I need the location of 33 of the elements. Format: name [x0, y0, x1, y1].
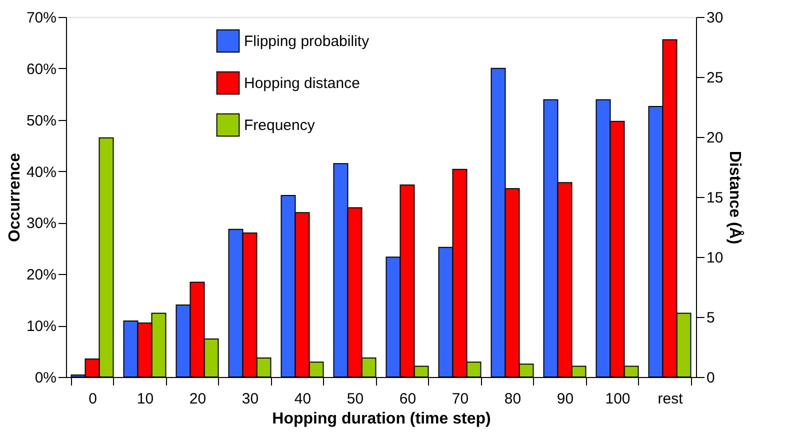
y2-tick-label: 5	[706, 310, 715, 326]
y-tick-label: 50%	[26, 112, 56, 130]
y-tick-label: 30%	[26, 215, 56, 232]
y2-tick-label: 20	[706, 130, 724, 146]
y-tick-label: 60%	[26, 60, 56, 78]
y-tick-label: 70%	[26, 10, 56, 26]
x-tick-label: 30	[242, 390, 259, 408]
x-tick-label: 100	[605, 390, 630, 408]
x-tick-label: 10	[136, 390, 154, 408]
x-tick-label: rest	[658, 390, 684, 408]
x-tick-label: 80	[504, 390, 522, 408]
y2-tick-label: 30	[706, 10, 724, 26]
x-tick-label: 20	[189, 390, 206, 408]
x-tick-label: 70	[452, 390, 469, 408]
y-tick-label: 10%	[26, 318, 56, 336]
x-tick-label: 50	[346, 390, 364, 408]
legend-label: Frequency	[244, 117, 316, 134]
x-axis-title: Hopping duration (time step)	[272, 410, 491, 428]
y-tick-label: 40%	[26, 164, 56, 181]
y2-tick-label: 10	[706, 250, 724, 266]
x-tick-label: 40	[294, 390, 312, 408]
y-axis-title: Occurrence	[6, 152, 24, 242]
x-tick-label: 90	[556, 390, 574, 408]
legend-label: Hopping distance	[244, 75, 360, 92]
y2-tick-label: 25	[706, 70, 724, 86]
x-tick-label: 0	[88, 390, 97, 408]
legend-label: Flipping probability	[244, 33, 370, 50]
x-tick-label: 60	[399, 390, 416, 408]
y2-tick-label: 15	[706, 190, 724, 206]
y-tick-label: 20%	[26, 266, 56, 284]
y-tick-label: 0%	[34, 370, 56, 386]
y2-axis-title: Distance (Å)	[726, 150, 746, 244]
y2-tick-label: 0	[706, 370, 715, 386]
